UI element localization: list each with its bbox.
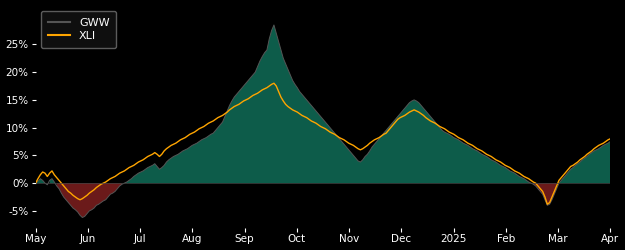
Legend: GWW, XLI: GWW, XLI — [41, 11, 116, 48]
